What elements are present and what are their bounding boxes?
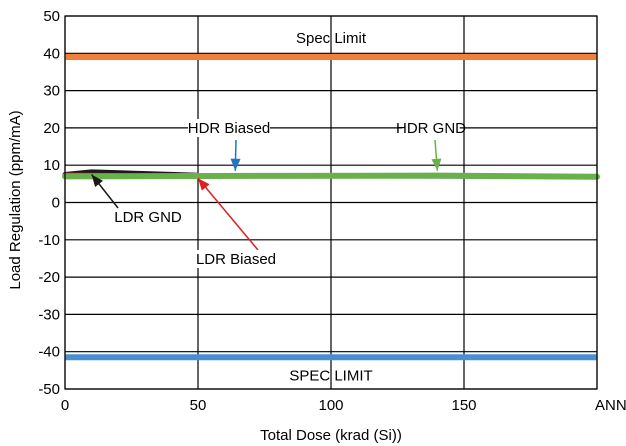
annotation-bg-ldr-biased xyxy=(195,250,277,268)
y-tick-label: 20 xyxy=(43,120,60,137)
x-tick-label: 150 xyxy=(451,397,476,414)
arrowhead-ldr-gnd xyxy=(91,174,103,188)
y-tick-label: -30 xyxy=(38,306,60,323)
series-line-hdr-gnd xyxy=(62,172,600,180)
tick-labels: 50403020100-10-20-30-40-50050100150ANNEA… xyxy=(38,8,626,414)
arrow-ldr-biased xyxy=(197,177,259,251)
y-tick-label: 0 xyxy=(52,195,60,212)
annotation-label-hdr-gnd: HDR GND xyxy=(396,120,466,137)
x-tick-label: ANNEAL xyxy=(595,397,626,414)
annotation-label-ldr-biased: LDR Biased xyxy=(196,251,276,268)
y-tick-label: -50 xyxy=(38,381,60,398)
x-tick-label: 0 xyxy=(61,397,69,414)
plot-frame xyxy=(64,15,598,390)
annotations: HDR Biased HDR GND LDR GND LDR Biased xyxy=(91,119,466,268)
annotation-bg-hdr-biased xyxy=(188,119,270,137)
x-tick-label: 100 xyxy=(318,397,343,414)
y-tick-label: 10 xyxy=(43,157,60,174)
annotation-label-hdr-biased: HDR Biased xyxy=(188,120,271,137)
annotation-bg-ldr-gnd xyxy=(119,208,177,226)
grid xyxy=(64,15,598,390)
limit-label-spec-limit: Spec Limit xyxy=(296,30,367,47)
y-tick-label: -10 xyxy=(38,232,60,249)
y-axis-label: Load Regulation (ppm/mA) xyxy=(7,110,24,289)
arrowhead-hdr-gnd xyxy=(431,158,442,171)
arrowhead-hdr-biased xyxy=(230,158,241,171)
y-tick-label: 40 xyxy=(43,45,60,62)
annotation-label-ldr-gnd: LDR GND xyxy=(114,209,182,226)
x-tick-label: 50 xyxy=(190,397,207,414)
y-tick-label: -20 xyxy=(38,269,60,286)
data-series xyxy=(62,169,600,180)
y-tick-label: 30 xyxy=(43,83,60,100)
limit-lines: Spec Limit SPEC LIMIT xyxy=(65,30,597,384)
arrowhead-ldr-biased xyxy=(198,178,210,191)
limit-label-spec-limit: SPEC LIMIT xyxy=(289,367,372,384)
x-axis-label: Total Dose (krad (Si)) xyxy=(260,427,402,444)
y-tick-label: 50 xyxy=(43,8,60,25)
y-tick-label: -40 xyxy=(38,344,60,361)
annotation-bg-hdr-gnd xyxy=(402,119,460,137)
